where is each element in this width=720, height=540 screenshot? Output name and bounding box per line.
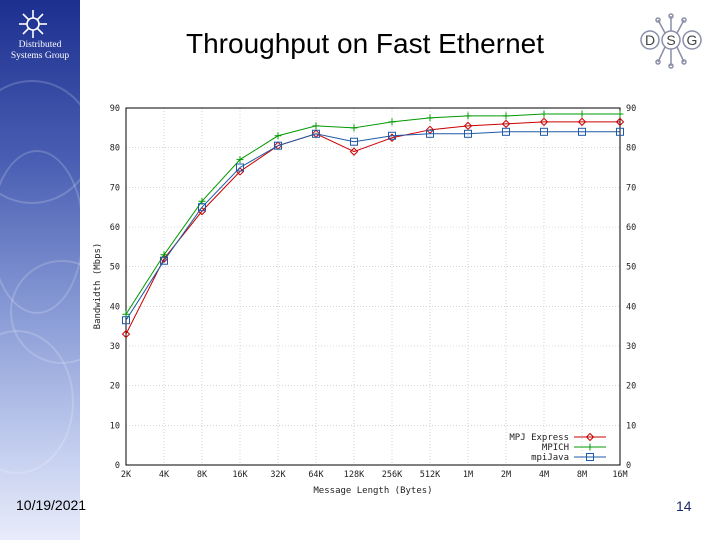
legend-label: MPICH: [542, 443, 569, 453]
logo-letter-s: S: [666, 32, 675, 48]
slide-title: Throughput on Fast Ethernet: [186, 28, 544, 59]
legend-label: MPJ Express: [509, 433, 569, 443]
logo-letter-g: G: [687, 32, 698, 48]
y-tick-label-left: 80: [110, 144, 120, 154]
data-point-square: [502, 127, 510, 136]
y-tick-label-right: 90: [626, 104, 636, 114]
y-tick-label-right: 0: [626, 461, 631, 471]
data-point-plus: [312, 122, 320, 130]
data-point-square: [586, 453, 594, 461]
data-point-diamond: [539, 117, 549, 127]
data-point-square: [616, 127, 624, 136]
data-point-square: [464, 129, 472, 138]
slide-number: 14: [676, 498, 692, 514]
chart-grid: [125, 107, 621, 466]
series-line: [125, 113, 620, 315]
legend-label: mpiJava: [531, 453, 569, 463]
data-point-square: [236, 163, 244, 172]
x-tick-label: 16M: [612, 470, 627, 480]
data-point-diamond: [463, 121, 473, 131]
x-tick-label: 8M: [577, 470, 587, 480]
y-tick-label-left: 10: [110, 421, 120, 431]
data-point-square: [160, 256, 168, 265]
dsg-logo-icon: [19, 10, 47, 38]
data-point-plus: [540, 110, 548, 118]
data-point-plus: [274, 132, 282, 140]
dsg-logo-icon: D S G: [640, 13, 702, 69]
x-tick-label: 8K: [197, 470, 208, 480]
plot-frame: [125, 107, 621, 466]
x-axis-ticks: 2K 4K 8K 16K 32K 64K 128K 256K 512K 1M 2M 4M 8M 16M: [121, 470, 628, 480]
y-tick-label-left: 60: [110, 223, 120, 233]
data-point-plus: [236, 156, 244, 164]
data-point-plus: [426, 114, 434, 122]
y-tick-label-right: 20: [626, 382, 636, 392]
x-tick-label: 4K: [159, 470, 170, 480]
y-tick-label-left: 0: [115, 461, 120, 471]
y-tick-label-right: 50: [626, 263, 636, 273]
chart-series: [121, 110, 625, 339]
x-tick-label: 2M: [501, 470, 511, 480]
y-tick-label-right: 80: [626, 144, 636, 154]
x-tick-label: 2K: [121, 470, 132, 480]
sidebar-banner: Distributed Systems Group: [0, 0, 80, 540]
data-point-square: [122, 316, 130, 325]
x-tick-label: 16K: [232, 470, 248, 480]
y-tick-label-left: 30: [110, 342, 120, 352]
y-tick-label-right: 40: [626, 302, 636, 312]
group-name: Distributed Systems Group: [10, 40, 70, 61]
y-tick-label-left: 50: [110, 263, 120, 273]
series-line: [125, 121, 620, 335]
x-tick-label: 32K: [270, 470, 286, 480]
y-tick-label-right: 70: [626, 183, 636, 193]
x-tick-label: 512K: [420, 470, 441, 480]
data-point-square: [274, 141, 282, 150]
x-tick-label: 256K: [382, 470, 403, 480]
throughput-chart: 0 0 10 10 20 20 30 30 40 40 50 50 60 60 70 70 80 80 90 90 2…: [93, 104, 637, 496]
series-mpijava: [122, 127, 624, 325]
y-tick-label-right: 10: [626, 421, 636, 431]
y-tick-label-left: 40: [110, 302, 120, 312]
y-tick-label-right: 60: [626, 223, 636, 233]
data-point-square: [388, 131, 396, 140]
data-point-square: [540, 127, 548, 136]
data-point-diamond: [501, 119, 511, 129]
y-axis-label: Bandwidth (Mbps): [93, 243, 103, 330]
data-point-diamond: [585, 432, 595, 442]
data-point-diamond: [577, 117, 587, 127]
data-point-diamond: [121, 329, 131, 339]
data-point-plus: [578, 110, 586, 118]
y-tick-label-left: 90: [110, 104, 120, 114]
x-tick-label: 4M: [539, 470, 549, 480]
x-tick-label: 64K: [308, 470, 324, 480]
data-point-plus: [388, 118, 396, 126]
data-point-plus: [502, 112, 510, 120]
x-tick-label: 128K: [344, 470, 365, 480]
data-point-diamond: [615, 117, 625, 127]
data-point-square: [312, 129, 320, 138]
data-point-diamond: [349, 147, 359, 156]
y-axis-ticks: 0 0 10 10 20 20 30 30 40 40 50 50 60 60 70 70 80 80 90 90: [110, 104, 637, 471]
data-point-plus: [616, 110, 624, 118]
slide-date: 10/19/2021: [16, 497, 87, 513]
data-point-square: [198, 203, 206, 212]
x-axis-label: Message Length (Bytes): [313, 486, 432, 496]
data-point-square: [578, 127, 586, 136]
data-point-plus: [586, 443, 594, 451]
series-line: [125, 131, 620, 321]
data-point-plus: [350, 124, 358, 132]
data-point-square: [350, 137, 358, 146]
series-mpj-express: [121, 117, 625, 339]
logo-letter-d: D: [645, 32, 655, 48]
y-tick-label-left: 20: [110, 382, 120, 392]
data-point-square: [426, 129, 434, 138]
y-tick-label-left: 70: [110, 183, 120, 193]
x-tick-label: 1M: [463, 470, 473, 480]
data-point-plus: [464, 112, 472, 120]
y-tick-label-right: 30: [626, 342, 636, 352]
